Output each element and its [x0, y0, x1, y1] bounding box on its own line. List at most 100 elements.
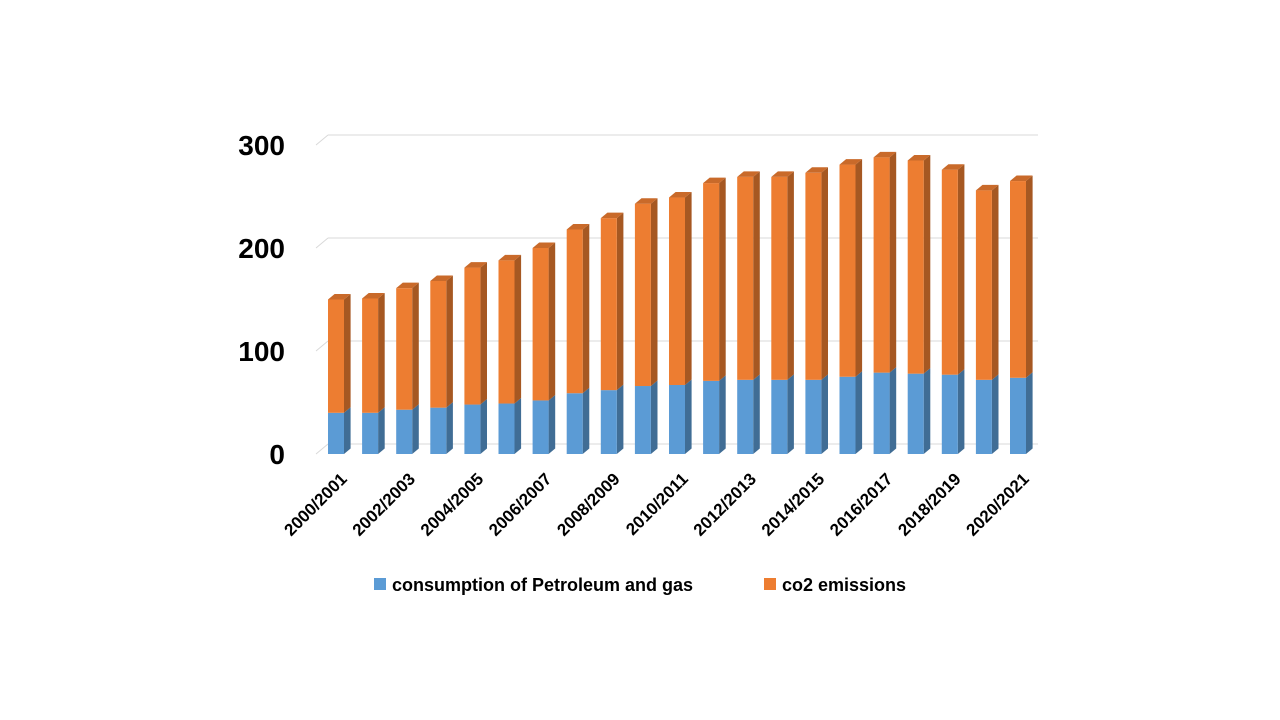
bar-side-0: [412, 404, 419, 454]
bar-group-2008-2009: [600, 212, 624, 454]
bar-side-0: [753, 374, 760, 454]
bar-side-1: [719, 177, 726, 381]
bar-group-2014-2015: [805, 167, 828, 454]
bar-segment-1: [873, 157, 890, 373]
bar-segment-0: [464, 404, 481, 454]
bar-side-0: [991, 374, 999, 454]
x-tick-label: 2008/2009: [553, 469, 623, 539]
bar-segment-1: [805, 172, 822, 380]
bar-segment-1: [634, 203, 651, 387]
bar-group-2013-2014: [771, 171, 794, 454]
bar-side-1: [378, 292, 385, 413]
bar-segment-0: [805, 379, 822, 454]
bar-side-1: [753, 171, 760, 380]
bar-segment-0: [600, 390, 617, 454]
bar-segment-0: [737, 379, 754, 454]
bar-side-1: [650, 198, 658, 387]
bar-group-2009-2010: [634, 198, 658, 454]
bar-group-2018-2019: [941, 164, 965, 454]
bar-segment-1: [532, 248, 549, 401]
bar-segment-1: [703, 183, 720, 381]
bar-segment-0: [839, 376, 856, 454]
x-tick-label: 2000/2001: [281, 469, 351, 539]
x-tick-label: 2002/2003: [349, 469, 419, 539]
legend-swatch: [764, 578, 776, 590]
bar-top-1: [600, 212, 624, 219]
bar-group-2000-2001: [328, 294, 351, 454]
bar-segment-1: [669, 197, 685, 385]
bar-side-0: [855, 371, 863, 454]
bar-segment-0: [396, 409, 413, 454]
bar-segment-1: [1010, 181, 1026, 378]
bar-segment-0: [669, 384, 685, 454]
bars: [328, 151, 1033, 454]
bar-side-1: [787, 171, 794, 380]
bar-side-1: [616, 212, 624, 391]
bar-side-0: [821, 374, 828, 454]
bar-top-1: [328, 294, 351, 300]
bar-group-2007-2008: [566, 223, 590, 454]
bar-group-2005-2006: [498, 254, 522, 454]
legend-label: consumption of Petroleum and gas: [392, 575, 693, 595]
bar-top-1: [1010, 175, 1033, 182]
bar-side-0: [923, 368, 931, 454]
y-tick-label: 300: [238, 130, 285, 161]
bar-group-2011-2012: [703, 177, 726, 454]
bar-segment-1: [430, 280, 447, 408]
bar-segment-0: [873, 372, 890, 454]
bar-group-2020-2021: [1010, 175, 1033, 454]
bar-top-1: [839, 159, 863, 165]
bar-side-0: [548, 394, 556, 454]
bar-segment-0: [634, 386, 651, 454]
bar-segment-1: [362, 298, 379, 413]
bar-group-2006-2007: [532, 242, 556, 454]
bar-side-1: [582, 223, 590, 394]
bar-group-2019-2020: [975, 184, 999, 454]
bar-side-0: [1026, 372, 1033, 454]
bar-segment-1: [907, 160, 924, 374]
bar-segment-1: [566, 229, 583, 394]
bar-segment-0: [532, 400, 549, 454]
bar-top-1: [941, 164, 965, 170]
bar-segment-0: [1010, 377, 1026, 454]
bar-side-1: [446, 275, 453, 408]
bar-top-1: [669, 192, 692, 198]
bar-segment-1: [975, 190, 992, 380]
bar-segment-1: [600, 218, 617, 391]
bar-group-2017-2018: [907, 154, 931, 454]
bar-side-1: [548, 242, 556, 401]
bar-segment-0: [362, 412, 379, 454]
bar-segment-1: [941, 169, 958, 375]
bar-top-1: [907, 154, 931, 161]
legend-swatch: [374, 578, 386, 590]
bar-side-0: [582, 387, 590, 454]
bar-top-1: [737, 171, 760, 177]
bar-segment-1: [396, 288, 413, 410]
bar-top-1: [532, 242, 556, 248]
bar-group-2002-2003: [396, 282, 419, 454]
bar-side-0: [616, 384, 624, 454]
bar-side-0: [344, 407, 351, 454]
bar-segment-0: [328, 412, 344, 454]
bar-top-1: [873, 151, 897, 158]
bar-top-1: [771, 171, 794, 177]
x-tick-label: 2012/2013: [690, 469, 760, 539]
x-axis-tick-labels: 2000/20012002/20032004/20052006/20072008…: [281, 469, 1033, 539]
x-tick-label: 2010/2011: [622, 469, 692, 539]
bar-group-2015-2016: [839, 159, 863, 454]
bar-side-1: [685, 192, 692, 385]
x-tick-label: 2004/2005: [417, 469, 487, 539]
gridline-diagonal-0: [315, 443, 329, 455]
x-tick-label: 2006/2007: [485, 469, 555, 539]
bar-segment-0: [430, 407, 447, 454]
legend-label: co2 emissions: [782, 575, 906, 595]
gridline-diagonal-300: [315, 134, 329, 146]
bar-side-0: [787, 374, 794, 454]
bar-segment-0: [566, 393, 583, 454]
bar-side-0: [957, 369, 965, 454]
bar-segment-1: [498, 260, 515, 404]
bar-segment-1: [839, 164, 856, 377]
bar-side-0: [514, 398, 522, 454]
y-axis-tick-labels: 0 100 200 300: [238, 130, 285, 470]
bar-segment-0: [771, 379, 788, 454]
